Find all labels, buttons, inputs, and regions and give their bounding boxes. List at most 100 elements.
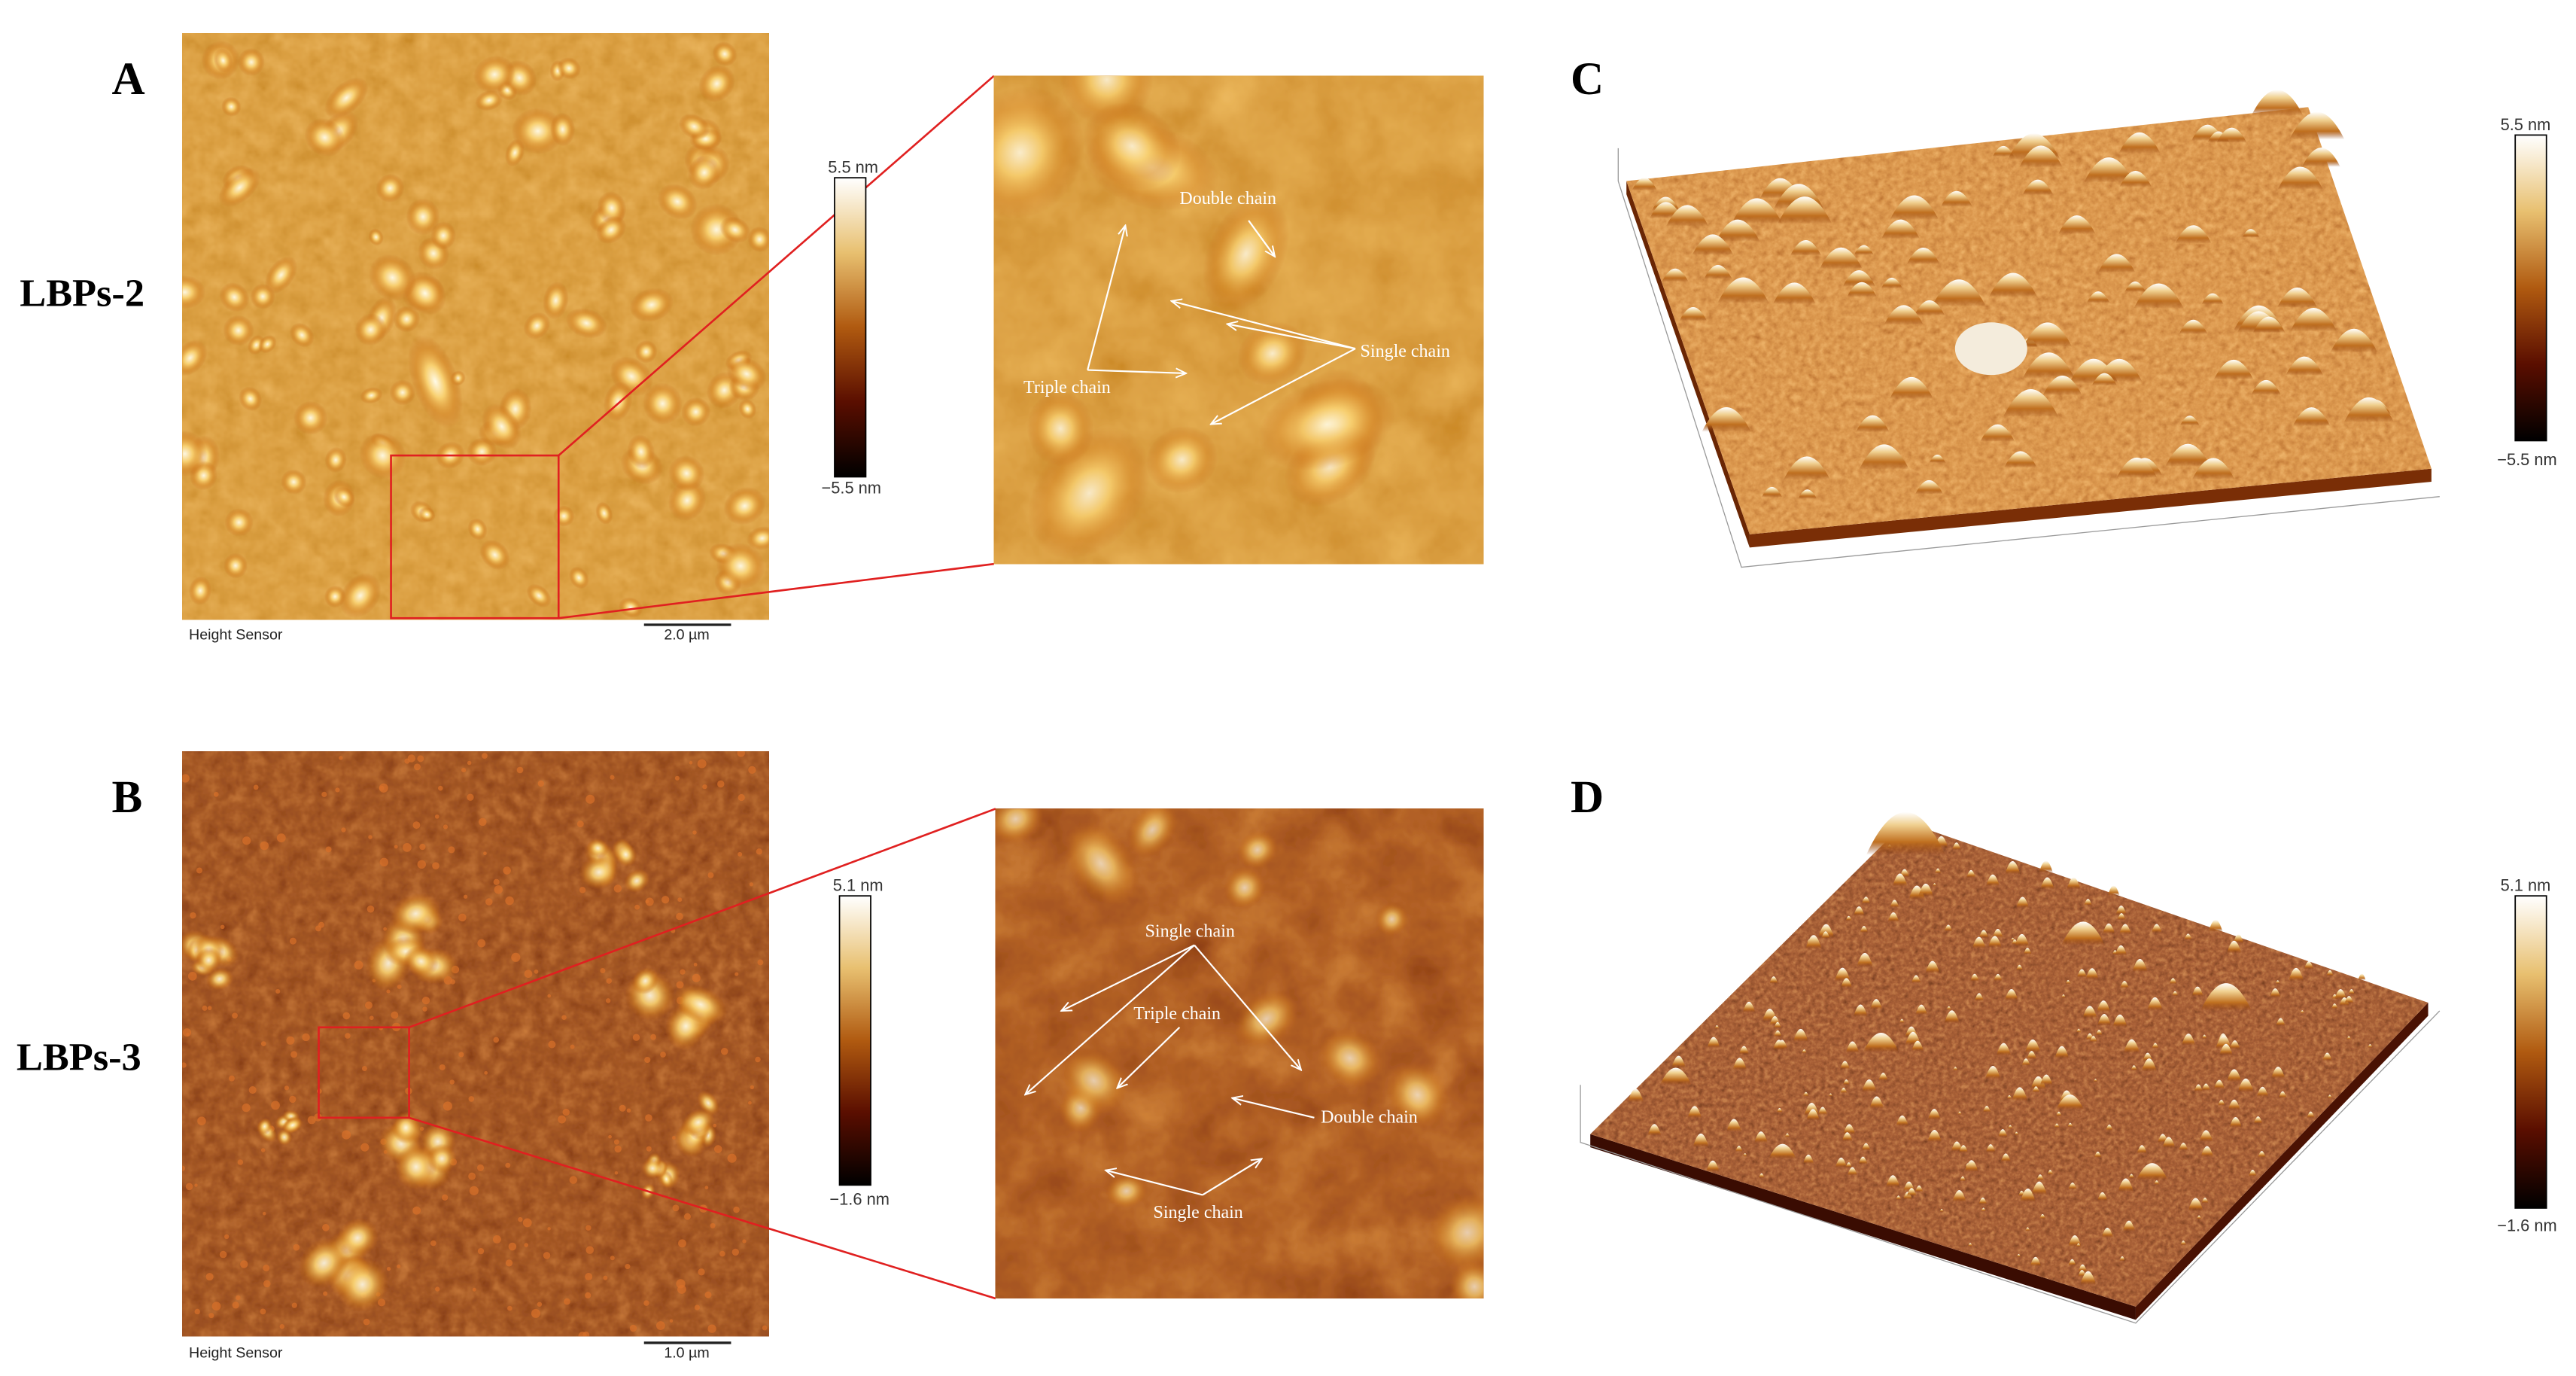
- feature: [1060, 1048, 1128, 1113]
- peak: [1915, 1004, 1927, 1015]
- peak: [2242, 229, 2260, 238]
- feature: [232, 1301, 239, 1309]
- peak: [1714, 1024, 1720, 1029]
- feature: [435, 1286, 440, 1292]
- peak: [2042, 376, 2082, 395]
- feature: [737, 751, 745, 757]
- feature: [207, 1006, 212, 1010]
- peak: [2169, 978, 2177, 985]
- feature: [379, 783, 388, 793]
- peak: [2200, 1146, 2214, 1158]
- peak: [1863, 1033, 1899, 1052]
- feature: [359, 431, 406, 479]
- peak: [2084, 899, 2092, 906]
- peak: [2368, 1043, 2373, 1048]
- feature: [443, 1101, 452, 1111]
- feature: [1063, 821, 1139, 906]
- feature: [585, 1292, 592, 1298]
- feature: [239, 386, 263, 411]
- feature: [482, 403, 522, 449]
- feature: [479, 539, 510, 571]
- peak: [1978, 1197, 1988, 1205]
- feature: [307, 1116, 316, 1125]
- feature: [738, 399, 757, 419]
- feature: [482, 753, 488, 760]
- feature: [276, 1128, 293, 1146]
- feature: [211, 1301, 221, 1311]
- feature: [565, 308, 607, 339]
- peak: [2021, 1058, 2030, 1066]
- feature: [232, 1012, 238, 1019]
- peak: [2119, 171, 2152, 187]
- peak: [2090, 1036, 2097, 1043]
- feature: [727, 1153, 737, 1163]
- peak: [1726, 1119, 1741, 1132]
- peak: [2194, 1084, 2203, 1091]
- peak: [1964, 1160, 1978, 1172]
- peak: [2097, 254, 2136, 273]
- peak: [1859, 444, 1909, 470]
- peak: [1777, 1107, 1783, 1113]
- peak: [2358, 973, 2366, 981]
- feature: [483, 851, 487, 856]
- feature: [386, 1267, 391, 1271]
- feature: [547, 1227, 551, 1231]
- feature: [275, 988, 281, 994]
- peak: [1906, 1188, 1917, 1197]
- peak: [1706, 1160, 1720, 1172]
- peak: [2227, 940, 2242, 954]
- feature: [579, 887, 586, 893]
- peak: [2219, 1043, 2233, 1055]
- peak: [2344, 996, 2354, 1003]
- feature: [360, 1143, 370, 1152]
- peak: [1777, 196, 1832, 224]
- peak: [2300, 1010, 2304, 1014]
- feature: [219, 282, 250, 312]
- peak: [1840, 1087, 1848, 1094]
- feature: [747, 526, 769, 551]
- peak: [2277, 288, 2318, 308]
- panel-label: B: [111, 772, 142, 823]
- feature: [205, 1273, 214, 1281]
- peak: [1659, 1067, 1692, 1085]
- feature: [219, 1250, 227, 1259]
- peak: [2076, 1243, 2081, 1247]
- peak: [1886, 1175, 1900, 1187]
- feature: [569, 1176, 578, 1184]
- annotation: Double chain: [1179, 189, 1276, 209]
- peak: [1992, 928, 2003, 938]
- feature: [579, 854, 619, 890]
- feature: [680, 969, 686, 975]
- peak: [1981, 1207, 1986, 1212]
- feature: [676, 1279, 686, 1289]
- peak: [1843, 1079, 1850, 1085]
- peak: [2213, 1079, 2225, 1089]
- feature: [369, 254, 416, 301]
- feature: [731, 1248, 740, 1256]
- feature: [756, 848, 762, 855]
- peak: [1692, 234, 1734, 255]
- feature: [368, 835, 373, 839]
- feature: [681, 1108, 716, 1137]
- feature: [1258, 378, 1396, 471]
- peak: [2289, 111, 2345, 140]
- feature: [472, 1287, 476, 1292]
- peak: [1774, 1030, 1782, 1037]
- feature: [240, 1260, 248, 1268]
- colorbar-min: −1.6 nm: [2497, 1216, 2556, 1234]
- feature: [608, 1134, 612, 1139]
- peak: [2124, 281, 2146, 292]
- feature: [403, 945, 439, 977]
- feature: [548, 1040, 556, 1049]
- peak: [1890, 195, 1939, 220]
- peak: [1889, 376, 1934, 400]
- peak: [1842, 270, 1876, 287]
- feature: [704, 1291, 712, 1298]
- feature: [324, 77, 369, 119]
- feature: [522, 1218, 532, 1228]
- peak: [1743, 1152, 1747, 1157]
- feature: [321, 791, 327, 797]
- annotation: Single chain: [1153, 1203, 1242, 1222]
- peak: [2201, 1083, 2210, 1091]
- feature: [492, 1235, 501, 1244]
